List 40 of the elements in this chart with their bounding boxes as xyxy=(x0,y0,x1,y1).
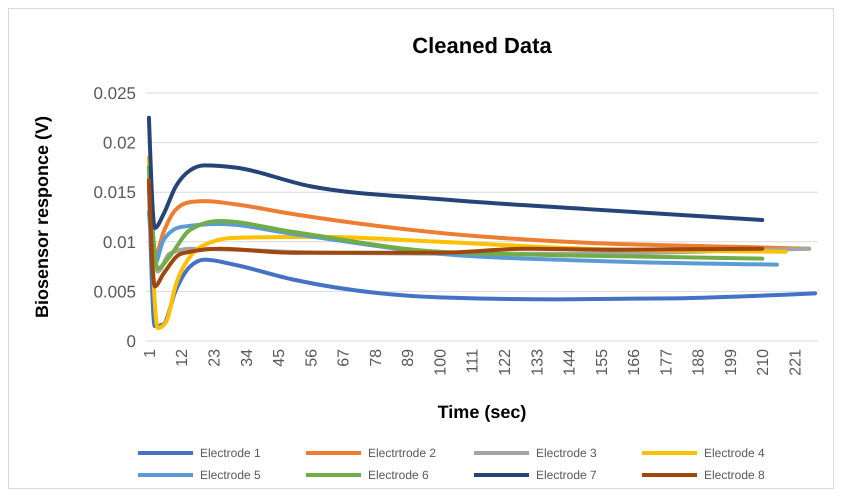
y-tick-label: 0.015 xyxy=(93,183,136,202)
y-axis-title: Biosensor responce (V) xyxy=(32,116,52,318)
line-series xyxy=(146,178,764,288)
legend-label: Electrode 6 xyxy=(368,468,430,482)
x-tick-label: 56 xyxy=(303,348,320,367)
legend-label: Electrode 3 xyxy=(536,446,598,460)
y-tick-label: 0.02 xyxy=(102,134,136,153)
x-tick-label: 155 xyxy=(594,348,611,376)
x-tick-label: 67 xyxy=(336,348,353,367)
x-tick-label: 133 xyxy=(529,348,546,376)
x-tick-label: 221 xyxy=(788,348,805,376)
x-tick-label: 34 xyxy=(238,348,256,367)
x-tick-label: 111 xyxy=(464,348,482,374)
x-tick-label: 199 xyxy=(722,348,740,376)
y-tick-label: 0.025 xyxy=(93,84,136,103)
x-tick-label: 122 xyxy=(497,348,514,376)
x-tick-label: 1 xyxy=(142,348,159,358)
x-tick-label: 23 xyxy=(206,348,224,367)
x-tick-label: 188 xyxy=(690,348,708,376)
chart-title: Cleaned Data xyxy=(412,33,552,58)
x-tick-label: 12 xyxy=(174,348,192,367)
line-series xyxy=(146,116,764,230)
x-tick-label: 100 xyxy=(432,348,450,376)
x-tick-label: 166 xyxy=(626,348,644,376)
x-tick-label: 210 xyxy=(755,348,772,376)
legend-label: Electrtrode 2 xyxy=(368,446,436,460)
legend-label: Electrode 5 xyxy=(200,468,262,482)
x-tick-label: 89 xyxy=(400,348,418,367)
x-tick-label: 45 xyxy=(271,348,288,367)
y-tick-label: 0.005 xyxy=(93,282,136,302)
x-axis-title: Time (sec) xyxy=(438,402,526,422)
y-tick-label: 0 xyxy=(126,332,136,351)
legend-label: Electrode 1 xyxy=(200,446,262,460)
x-tick-label: 78 xyxy=(368,348,385,367)
y-tick-label: 0.01 xyxy=(102,232,136,252)
x-tick-label: 177 xyxy=(658,348,676,376)
legend-label: Electrode 7 xyxy=(536,468,598,482)
x-tick-label: 144 xyxy=(562,348,579,376)
legend-label: Electrode 8 xyxy=(704,468,766,482)
legend-label: Electrode 4 xyxy=(704,446,766,460)
